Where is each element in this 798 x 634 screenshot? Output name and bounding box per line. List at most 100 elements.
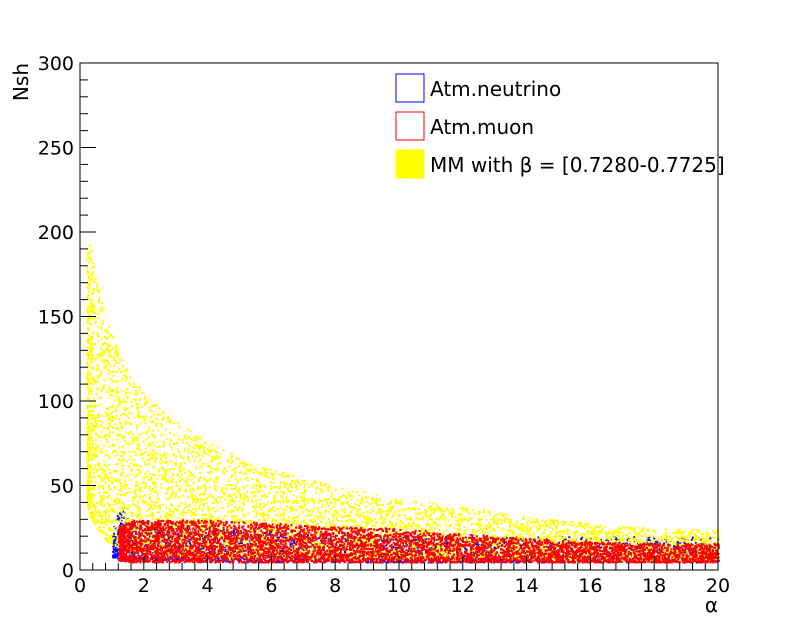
data-point xyxy=(113,552,116,555)
data-point xyxy=(252,471,255,474)
data-point xyxy=(486,551,489,554)
data-point xyxy=(381,539,384,542)
data-point xyxy=(282,549,285,552)
data-point xyxy=(380,555,383,558)
data-point xyxy=(546,535,549,538)
data-point xyxy=(478,552,481,555)
data-point xyxy=(347,515,350,517)
data-point xyxy=(217,485,220,488)
data-point xyxy=(168,508,171,511)
data-point xyxy=(288,507,291,509)
data-point xyxy=(157,429,160,432)
data-point xyxy=(159,462,162,465)
data-point xyxy=(568,536,571,539)
data-point xyxy=(641,535,644,537)
data-point xyxy=(179,488,182,491)
data-point xyxy=(301,511,304,514)
data-point xyxy=(211,458,214,461)
data-point xyxy=(112,547,115,550)
data-point xyxy=(656,541,659,543)
data-point xyxy=(100,430,103,433)
data-point xyxy=(445,543,448,545)
data-point xyxy=(146,547,149,549)
data-point xyxy=(554,546,557,548)
data-point xyxy=(120,359,123,362)
data-point xyxy=(619,538,622,541)
data-point xyxy=(161,548,164,551)
data-point xyxy=(201,514,204,516)
data-point xyxy=(301,535,304,538)
data-point xyxy=(315,492,318,494)
data-point xyxy=(200,437,203,440)
data-point xyxy=(498,554,501,557)
data-point xyxy=(400,543,403,546)
data-point xyxy=(224,540,227,543)
data-point xyxy=(114,546,117,549)
data-point xyxy=(680,545,683,547)
data-point xyxy=(620,557,623,560)
data-point xyxy=(262,502,265,504)
data-point xyxy=(596,526,599,529)
data-point xyxy=(477,544,480,547)
data-point xyxy=(436,503,439,506)
data-point xyxy=(694,542,697,544)
data-point xyxy=(232,551,235,554)
data-point xyxy=(494,551,497,554)
data-point xyxy=(397,547,400,550)
data-point xyxy=(600,531,603,534)
data-point xyxy=(121,451,124,454)
data-point xyxy=(437,547,440,550)
data-point xyxy=(558,538,561,541)
data-point xyxy=(189,542,192,545)
data-point xyxy=(89,343,92,346)
data-point xyxy=(181,547,184,550)
data-point xyxy=(421,553,424,556)
data-point xyxy=(137,442,140,445)
data-point xyxy=(100,326,103,329)
data-point xyxy=(303,483,306,486)
data-point xyxy=(676,539,679,542)
data-point xyxy=(86,418,89,421)
data-point xyxy=(171,525,174,528)
data-point xyxy=(105,441,108,444)
data-point xyxy=(374,518,377,520)
data-point xyxy=(209,554,212,557)
data-point xyxy=(117,557,120,560)
data-point xyxy=(200,498,202,501)
data-point xyxy=(121,427,124,430)
data-point xyxy=(443,560,446,563)
data-point xyxy=(425,538,428,540)
data-point xyxy=(407,535,410,538)
data-point xyxy=(195,456,198,459)
data-point xyxy=(114,538,117,541)
data-point xyxy=(281,549,284,552)
data-point xyxy=(402,507,405,510)
data-point xyxy=(334,546,337,549)
data-point xyxy=(392,546,395,549)
data-point xyxy=(165,558,168,561)
data-point xyxy=(527,519,530,522)
data-point xyxy=(581,536,584,539)
data-point xyxy=(690,558,692,561)
data-point xyxy=(112,550,115,553)
data-point xyxy=(198,460,201,463)
data-point xyxy=(315,515,318,518)
data-point xyxy=(488,522,491,525)
data-point xyxy=(626,539,629,542)
data-point xyxy=(260,494,263,497)
data-point xyxy=(445,524,448,527)
data-point xyxy=(94,464,97,467)
data-point xyxy=(489,546,492,549)
data-point xyxy=(407,550,410,553)
data-point xyxy=(597,561,600,564)
data-point xyxy=(223,544,226,547)
data-point xyxy=(600,546,603,549)
data-point xyxy=(614,538,617,540)
data-point xyxy=(187,511,190,514)
data-point xyxy=(113,543,116,546)
data-point xyxy=(307,486,310,489)
data-point xyxy=(700,540,703,543)
data-point xyxy=(506,538,509,541)
data-point xyxy=(485,550,488,553)
